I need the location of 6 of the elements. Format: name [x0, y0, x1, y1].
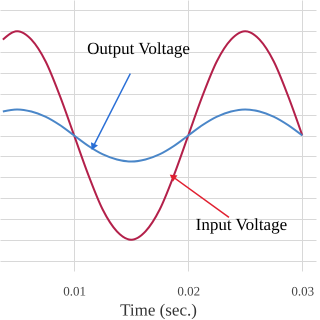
- annotation: Input Voltage: [196, 215, 288, 234]
- x-tick-label: 0.02: [177, 284, 200, 298]
- x-tick-label: 0.03: [291, 284, 314, 298]
- x-tick-label: 0.01: [63, 284, 86, 298]
- annotation: Output Voltage: [87, 38, 190, 58]
- x-axis-title: Time (sec.): [120, 300, 197, 320]
